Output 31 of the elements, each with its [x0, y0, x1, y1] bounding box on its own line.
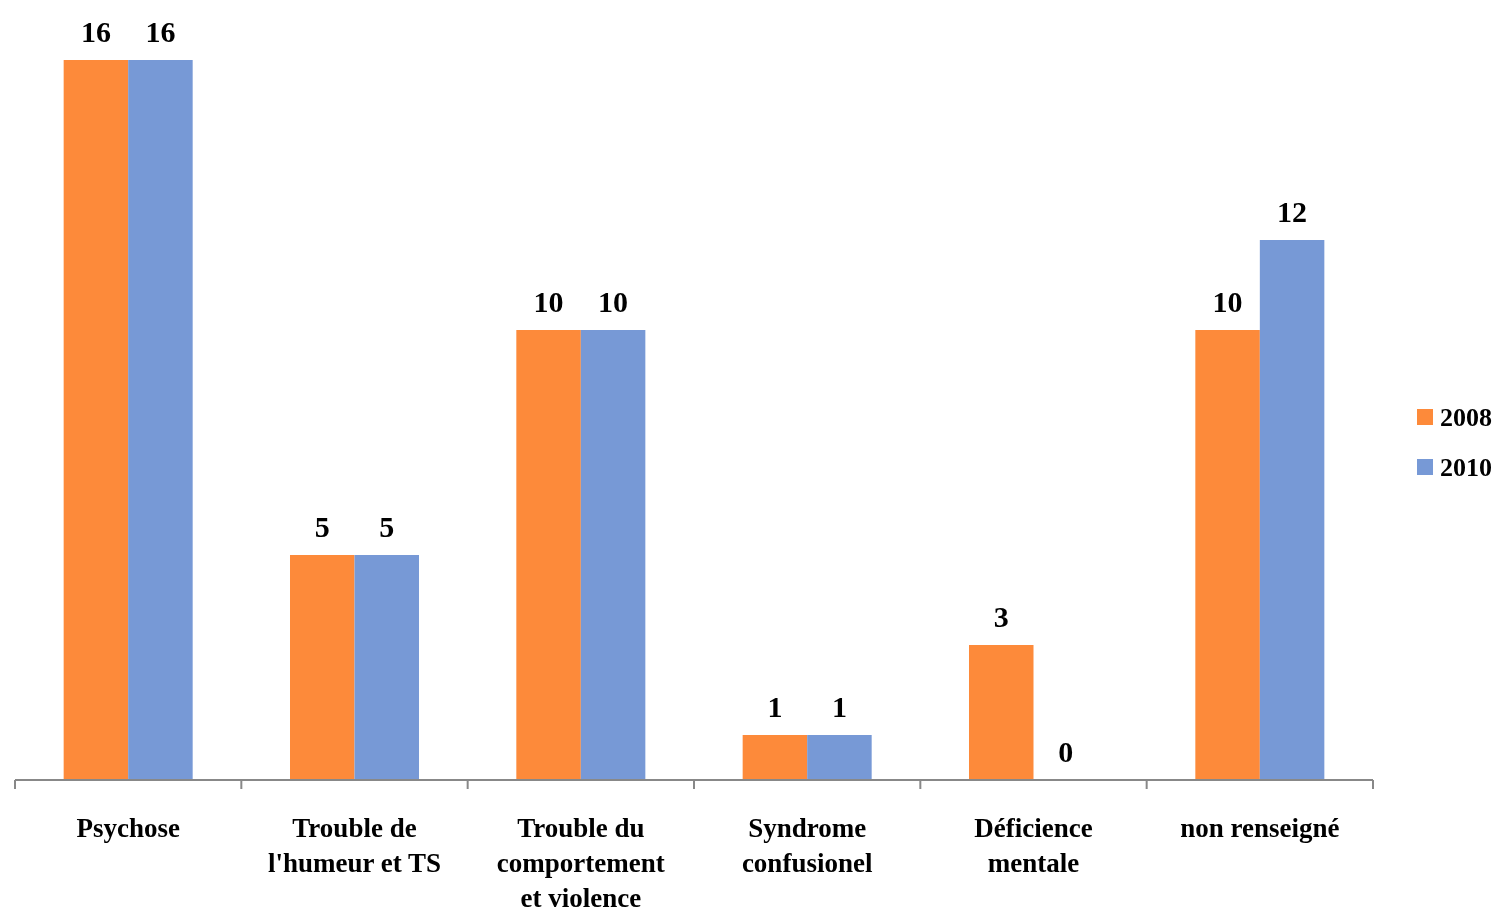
- data-label: 16: [145, 15, 176, 48]
- data-label: 1: [831, 690, 847, 723]
- legend-label: 2010: [1440, 453, 1492, 482]
- bar: [63, 60, 129, 780]
- data-label: 10: [598, 285, 629, 318]
- data-label: 1: [767, 690, 783, 723]
- bar: [969, 645, 1034, 780]
- x-tick-label: Trouble du comportement et violence: [496, 813, 665, 911]
- data-label: 16: [80, 15, 111, 48]
- bar: [580, 330, 646, 780]
- legend-label: 2008: [1440, 403, 1492, 432]
- data-label: 5: [379, 510, 395, 543]
- x-tick-label: Trouble de l'humeur et TS: [267, 813, 442, 878]
- bar: [742, 735, 808, 780]
- x-tick-label: non renseigné: [1180, 813, 1340, 843]
- x-tick-label: Psychose: [76, 813, 180, 843]
- data-label: 3: [993, 600, 1009, 633]
- x-tick-label: Déficience mentale: [974, 813, 1093, 878]
- bar: [290, 555, 355, 780]
- bar: [807, 735, 872, 780]
- bar: [354, 555, 420, 780]
- x-tick-label: Syndrome confusionel: [741, 813, 873, 878]
- bar: [1259, 240, 1325, 780]
- data-label: 10: [1212, 285, 1243, 318]
- data-label: 5: [314, 510, 330, 543]
- bar: [1195, 330, 1260, 780]
- bar: [516, 330, 581, 780]
- data-label: 0: [1058, 735, 1074, 768]
- data-label: 12: [1277, 195, 1308, 228]
- bar: [128, 60, 193, 780]
- data-label: 10: [533, 285, 564, 318]
